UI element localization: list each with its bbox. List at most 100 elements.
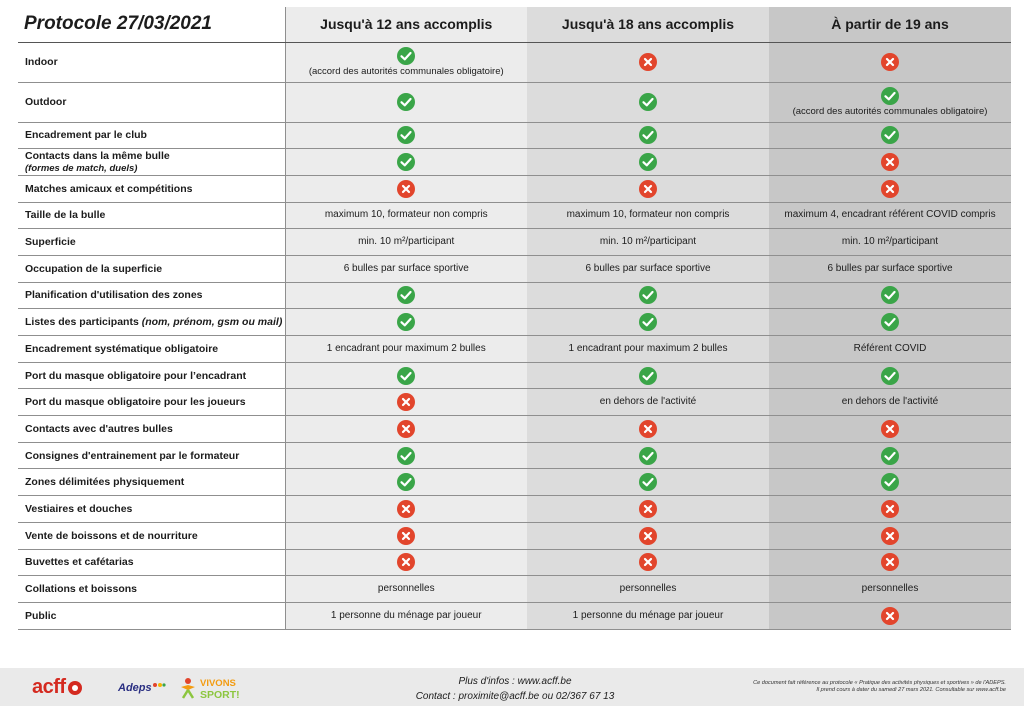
table-cell	[769, 522, 1011, 550]
table-cell	[285, 442, 527, 470]
row-label-text: Contacts dans la même bulle	[25, 149, 170, 162]
table-row: Public 1 personne du ménage par joueur 1 p…	[18, 602, 1011, 630]
table-cell	[527, 122, 769, 150]
row-label: Occupation de la superficie	[18, 255, 286, 283]
table-row: Vente de boissons et de nourriture	[18, 522, 1011, 550]
table-cell: (accord des autorités communales obligat…	[769, 82, 1011, 123]
table-cell	[527, 549, 769, 577]
check-circle-icon	[397, 46, 416, 65]
row-label-text: Collations et boissons	[25, 583, 138, 596]
table-cell	[769, 495, 1011, 523]
table-cell	[285, 388, 527, 417]
vivons-sport-logo: VIVONS SPORT!	[178, 674, 248, 702]
row-label: Contacts avec d'autres bulles	[18, 415, 286, 443]
check-circle-icon	[881, 473, 899, 492]
cross-circle-icon	[639, 553, 657, 572]
table-cell	[769, 442, 1011, 470]
row-label: Encadrement par le club	[18, 122, 286, 150]
table-row: Port du masque obligatoire pour l’encadr…	[18, 362, 1011, 390]
row-label-text: Superficie	[25, 236, 76, 249]
row-label: Outdoor	[18, 82, 286, 123]
protocol-table: Protocole 27/03/2021 Jusqu'à 12 ans acco…	[18, 7, 1011, 630]
cross-circle-icon	[639, 499, 657, 518]
cross-circle-icon	[639, 53, 657, 71]
table-cell: 6 bulles par surface sportive	[527, 255, 769, 283]
table-cell	[769, 602, 1011, 630]
table-row: Superficie min. 10 m²/participant min. 10 …	[18, 228, 1011, 256]
table-row: Listes des participants (nom, prénom, gs…	[18, 308, 1011, 336]
check-circle-icon	[639, 446, 657, 465]
table-cell: personnelles	[769, 575, 1011, 603]
reference-note: Ce document fait référence au protocole …	[706, 680, 1006, 694]
table-cell: min. 10 m²/participant	[527, 228, 769, 256]
table-cell	[285, 468, 527, 497]
cross-circle-icon	[397, 526, 416, 545]
table-cell	[285, 362, 527, 390]
table-cell: 1 encadrant pour maximum 2 bulles	[527, 335, 769, 363]
row-label: Public	[18, 602, 286, 630]
table-cell	[527, 82, 769, 123]
cell-text: min. 10 m²/participant	[841, 236, 939, 248]
table-cell	[769, 362, 1011, 390]
cross-circle-icon	[881, 419, 899, 438]
cross-circle-icon	[881, 179, 899, 198]
row-label-text: Taille de la bulle	[25, 209, 106, 222]
table-row: Outdoor (accord des autorités communales …	[18, 82, 1011, 123]
table-row: Occupation de la superficie 6 bulles par …	[18, 255, 1011, 283]
table-row: Indoor (accord des autorités communales o…	[18, 42, 1011, 83]
table-cell: 1 personne du ménage par joueur	[527, 602, 769, 630]
table-cell	[527, 42, 769, 83]
check-circle-icon	[397, 473, 416, 492]
row-label-sub: (formes de match, duels)	[25, 162, 138, 174]
check-circle-icon	[639, 93, 657, 111]
table-cell	[285, 495, 527, 523]
reference-line-2: Il prend cours à dater du samedi 27 mars…	[816, 687, 1006, 693]
table-cell	[285, 308, 527, 336]
table-cell	[527, 362, 769, 390]
row-label: Port du masque obligatoire pour les joue…	[18, 388, 286, 417]
table-cell	[527, 308, 769, 336]
table-cell	[769, 468, 1011, 497]
cell-text: 6 bulles par surface sportive	[343, 262, 469, 274]
row-label: Zones délimitées physiquement	[18, 468, 286, 497]
row-label: Contacts dans la même bulle (formes de ma…	[18, 148, 286, 176]
column-header-12: Jusqu'à 12 ans accomplis	[285, 7, 527, 43]
row-label-text: Contacts avec d'autres bulles	[25, 422, 173, 435]
contact-website: Plus d'infos : www.acff.be	[458, 676, 572, 687]
cross-circle-icon	[397, 393, 416, 412]
check-circle-icon	[397, 126, 416, 145]
table-cell	[527, 442, 769, 470]
cell-note: (accord des autorités communales obligat…	[308, 65, 504, 77]
table-cell	[285, 82, 527, 123]
row-label: Collations et boissons	[18, 575, 286, 603]
cell-text: maximum 10, formateur non compris	[566, 209, 730, 221]
cell-text: Référent COVID	[853, 342, 927, 354]
table-cell	[769, 148, 1011, 176]
row-label-detail: (nom, prénom, gsm ou mail)	[141, 316, 283, 329]
table-cell	[285, 122, 527, 150]
row-label-text: Port du masque obligatoire pour les joue…	[25, 396, 246, 409]
row-label: Buvettes et cafétarias	[18, 549, 286, 577]
table-cell	[285, 148, 527, 176]
table-cell	[285, 549, 527, 577]
sport-figure-icon	[181, 678, 195, 699]
cross-circle-icon	[881, 53, 899, 71]
table-cell	[285, 175, 527, 203]
cell-text: en dehors de l'activité	[599, 396, 697, 408]
table-body: Indoor (accord des autorités communales o…	[18, 42, 1011, 630]
check-circle-icon	[881, 286, 899, 305]
cross-circle-icon	[397, 179, 416, 198]
table-cell: (accord des autorités communales obligat…	[285, 42, 527, 83]
row-label: Indoor	[18, 42, 286, 83]
cell-text: 1 personne du ménage par joueur	[330, 609, 482, 621]
adeps-logo: Adeps	[118, 682, 166, 694]
row-label-text: Indoor	[25, 56, 58, 68]
cross-circle-icon	[881, 606, 899, 625]
row-label: Planification d'utilisation des zones	[18, 282, 286, 310]
cross-circle-icon	[881, 153, 899, 172]
table-row: Consignes d'entrainement par le formateu…	[18, 442, 1011, 470]
check-circle-icon	[881, 86, 899, 105]
row-label: Consignes d'entrainement par le formateu…	[18, 442, 286, 470]
check-circle-icon	[397, 366, 416, 385]
table-row: Taille de la bulle maximum 10, formateur …	[18, 202, 1011, 230]
